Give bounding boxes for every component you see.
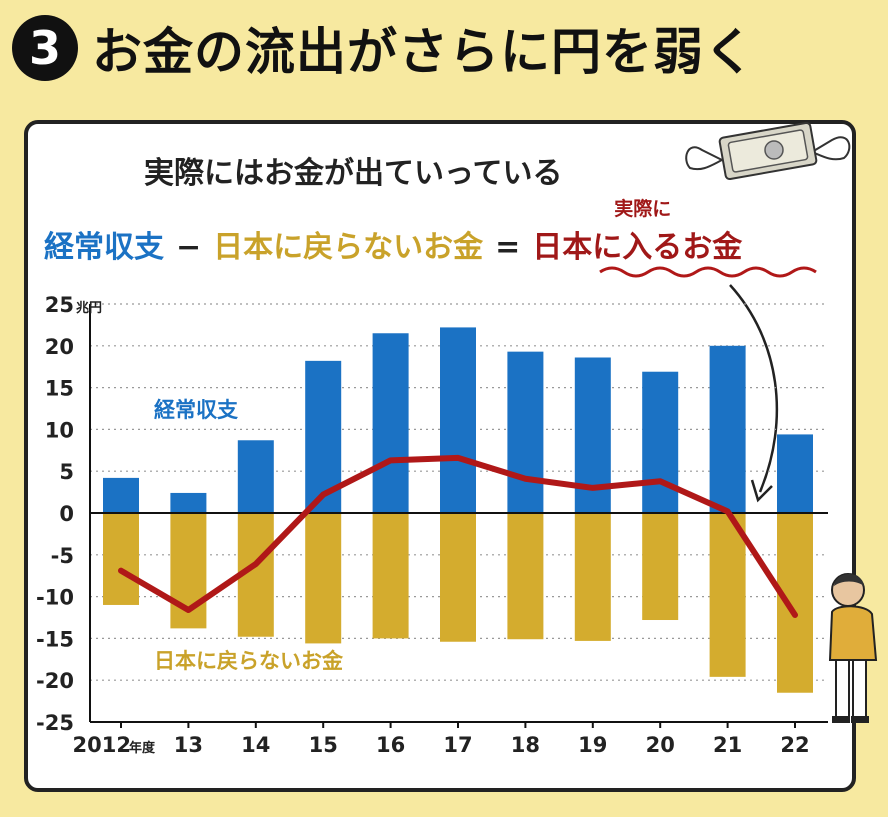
bar-outflow — [372, 513, 409, 639]
x-tick-label: 14 — [241, 733, 270, 757]
current-account-label: 経常収支 — [154, 398, 239, 422]
equation-result-note: 実際に — [614, 198, 672, 220]
x-tick-label: 17 — [443, 733, 472, 757]
y-tick-label: -20 — [36, 669, 74, 693]
y-tick-label: 25 — [45, 293, 74, 317]
outflow-bars — [103, 513, 813, 693]
equation-result: 日本に入るお金 — [532, 230, 743, 265]
x-tick-label: 19 — [578, 733, 607, 757]
flying-money-icon — [685, 121, 851, 181]
bar-outflow — [777, 513, 813, 693]
bar-outflow — [642, 513, 679, 621]
bar-outflow — [574, 513, 611, 641]
y-tick-label: -5 — [51, 544, 74, 568]
x-tick-label: 16 — [376, 733, 405, 757]
bar-current-account — [507, 351, 544, 513]
x-axis: 2012 13 14 15 16 17 18 19 20 21 22 — [73, 304, 828, 757]
y-axis: 25 20 15 10 5 0 -5 -10 -15 -20 -25 — [36, 293, 74, 735]
inflow-line — [118, 454, 798, 618]
bar-outflow — [507, 513, 544, 640]
x-tick-label: 18 — [511, 733, 540, 757]
x-tick-label: 21 — [713, 733, 742, 757]
minus-sign: − — [176, 230, 202, 265]
bar-current-account — [170, 492, 207, 513]
inflow-line-group — [118, 454, 798, 618]
y-tick-label: 20 — [45, 335, 74, 359]
x-tick-label: 20 — [646, 733, 675, 757]
x-unit-label: 年度 — [129, 740, 156, 756]
equation-result-group: 実際に 日本に入るお金 — [532, 198, 743, 266]
bar-current-account — [103, 477, 139, 513]
y-unit-label: 兆円 — [76, 300, 102, 316]
y-tick-label: -25 — [36, 711, 74, 735]
equation-term-current-account: 経常収支 — [44, 230, 164, 265]
x-tick-label: 2012 — [73, 733, 131, 757]
y-tick-label: 15 — [45, 377, 74, 401]
x-tick-label: 15 — [309, 733, 338, 757]
bar-current-account — [709, 345, 746, 513]
bar-outflow — [305, 513, 342, 644]
page-title: お金の流出がさらに円を弱く — [92, 23, 755, 81]
x-tick-label: 22 — [780, 733, 809, 757]
y-tick-label: -10 — [36, 586, 74, 610]
y-tick-label: -15 — [36, 627, 74, 651]
equals-sign: = — [495, 230, 521, 265]
outflow-label: 日本に戻らないお金 — [154, 649, 344, 673]
equation-term-outflow: 日本に戻らないお金 — [213, 230, 484, 265]
y-tick-label: 0 — [59, 502, 74, 526]
step-number-badge: 3 — [12, 15, 78, 81]
bar-current-account — [642, 371, 679, 513]
equation: 経常収支 − 日本に戻らないお金 = 実際に 日本に入るお金 — [44, 198, 743, 266]
bar-current-account — [440, 327, 476, 513]
bar-current-account — [777, 434, 813, 513]
bar-current-account — [372, 333, 409, 513]
callout-arrow — [729, 284, 779, 493]
wavy-underline — [599, 266, 817, 278]
header: 3 お金の流出がさらに円を弱く — [12, 6, 882, 90]
x-tick-label: 13 — [174, 733, 203, 757]
bar-outflow — [103, 513, 139, 605]
bar-outflow — [709, 513, 746, 677]
person-icon — [828, 573, 878, 723]
bar-current-account — [237, 440, 274, 513]
callout-arrowhead — [750, 479, 773, 503]
y-tick-label: 10 — [45, 418, 74, 442]
y-tick-label: 5 — [59, 460, 74, 484]
chart-title: 実際にはお金が出ていっている — [144, 156, 563, 191]
bar-outflow — [440, 513, 476, 642]
